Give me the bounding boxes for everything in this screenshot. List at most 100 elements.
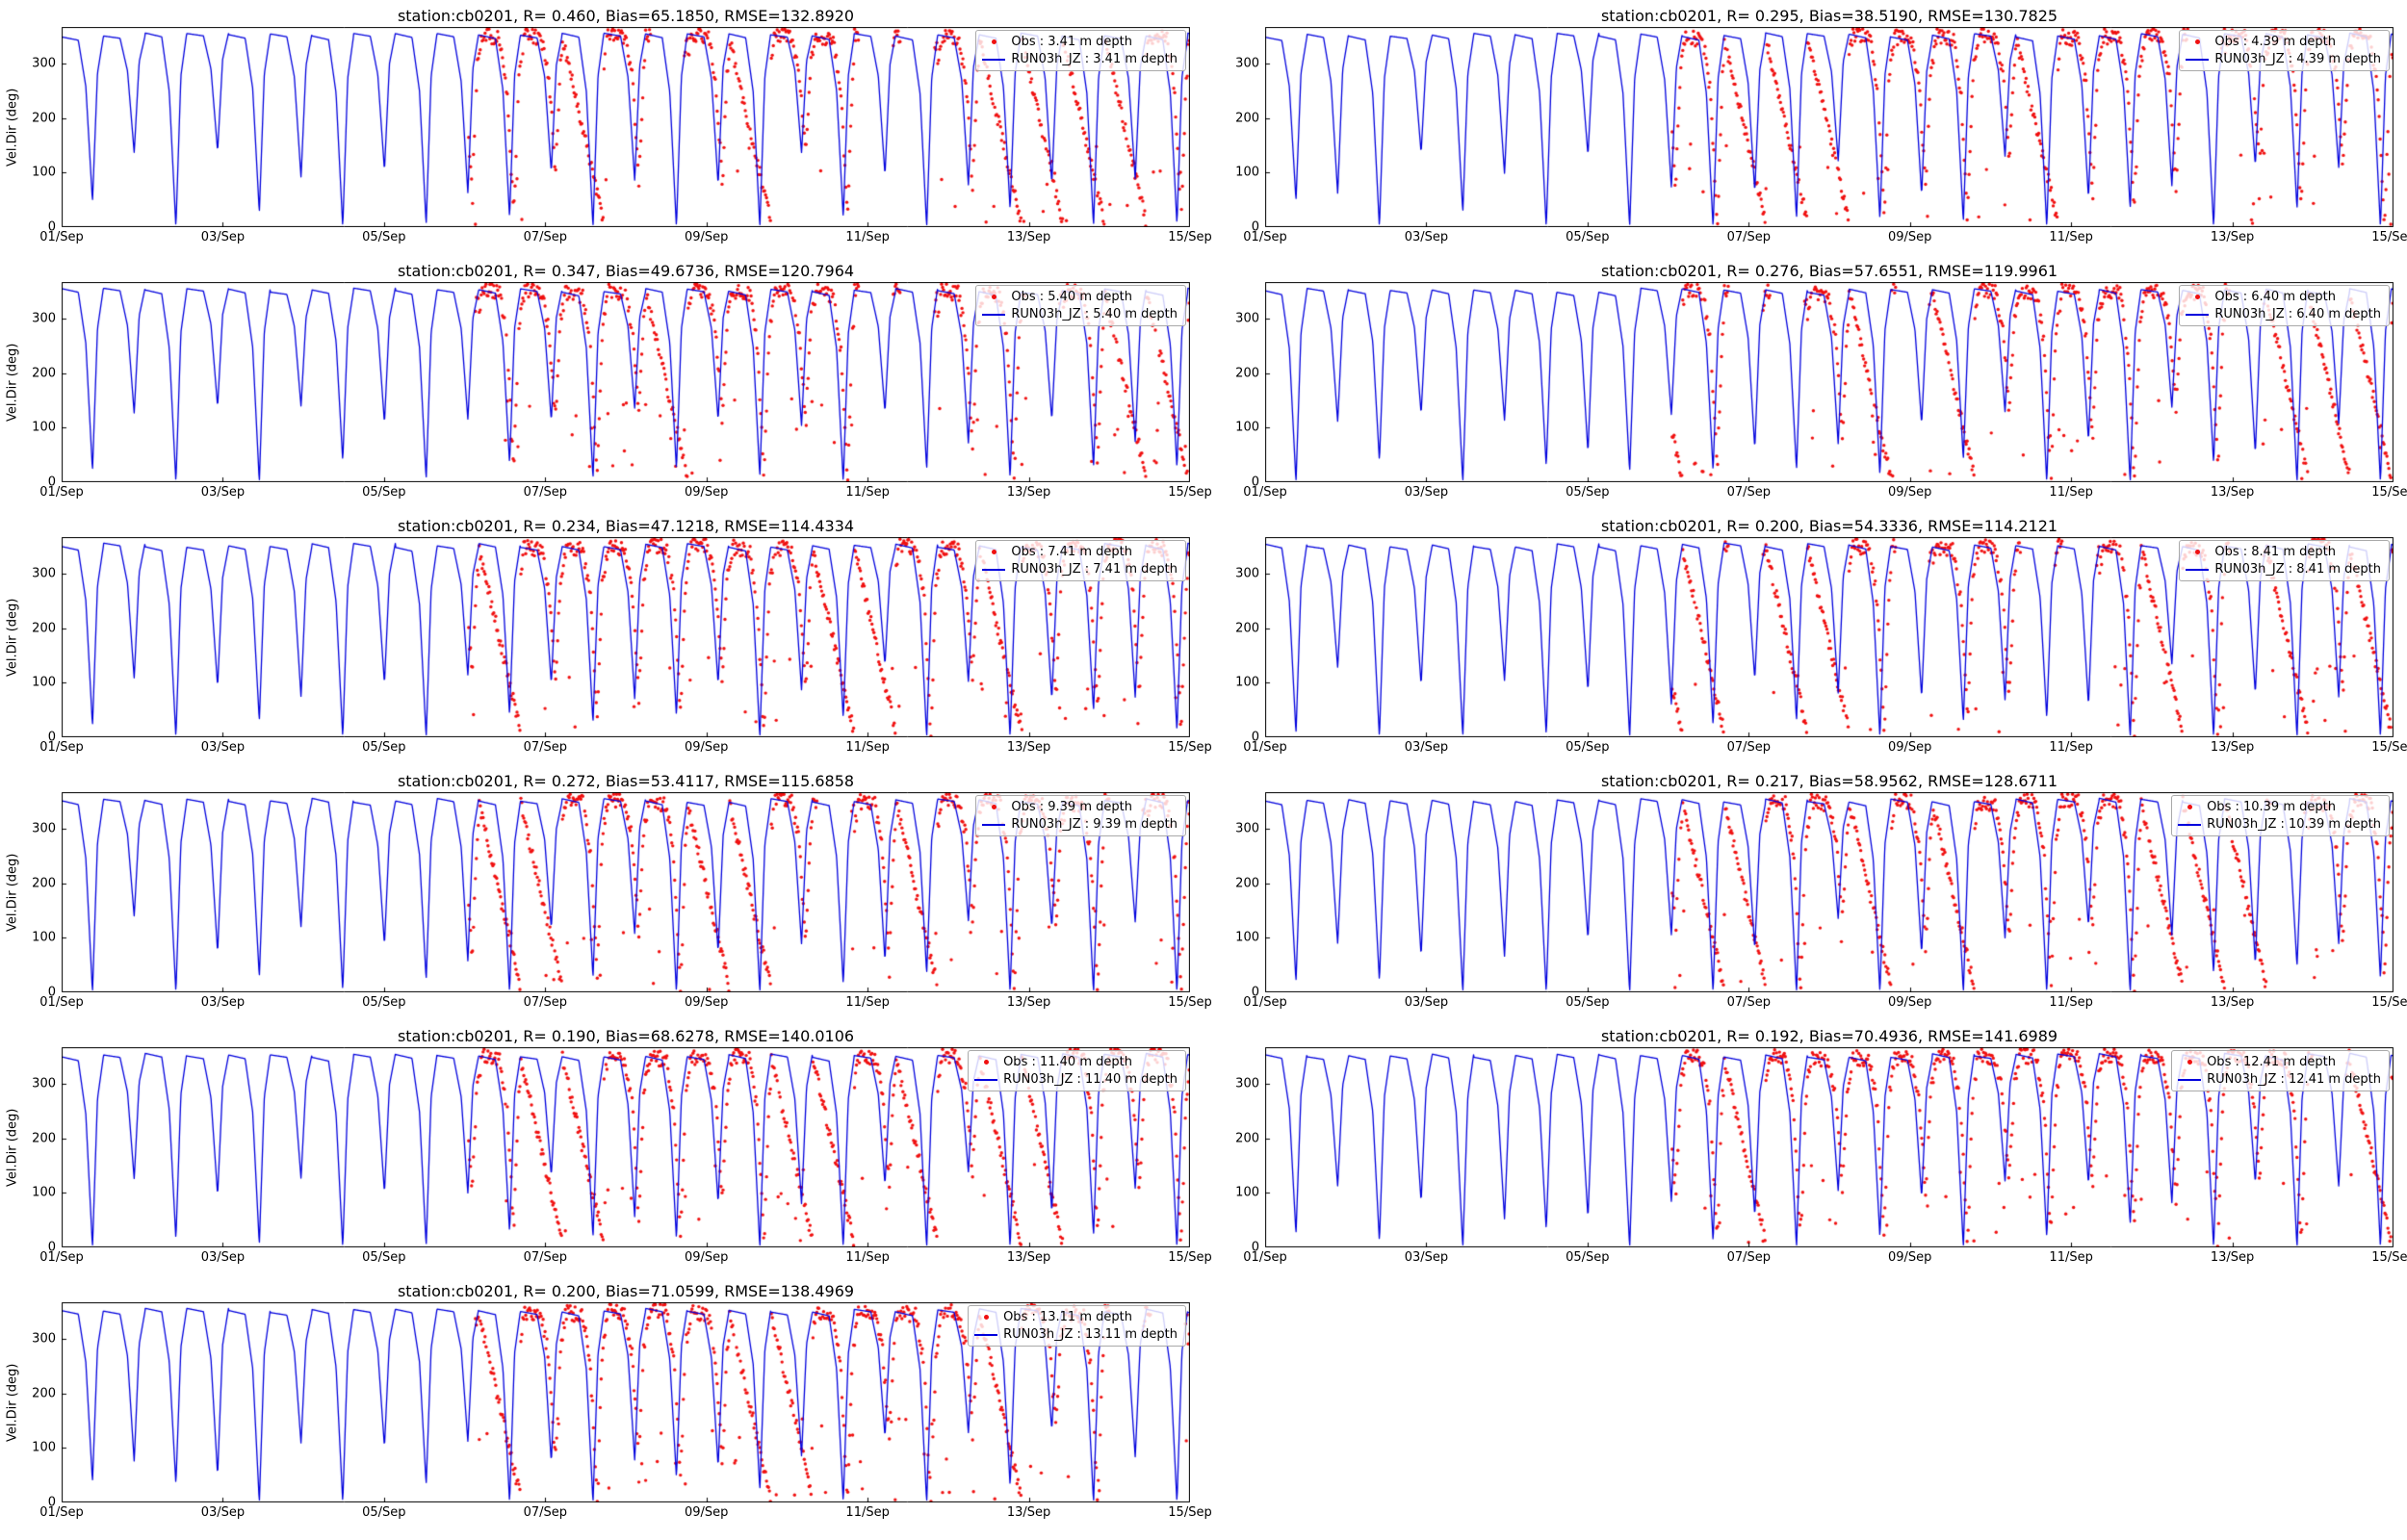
x-tick-label: 03/Sep [1404,995,1449,1010]
y-tick-label: 200 [32,876,56,891]
y-tick-label: 200 [1235,111,1259,126]
model-line-marker-icon [982,563,1005,577]
x-tick-label: 01/Sep [39,485,84,500]
legend-label-model: RUN03h_JZ : 11.40 m depth [1003,1072,1178,1087]
x-tick-label: 05/Sep [1566,995,1610,1010]
x-tick-label: 15/Sep [2371,995,2407,1010]
y-axis-label-wrap: Vel.Dir (deg) [4,282,21,482]
obs-dot-marker-icon [974,1056,997,1069]
legend-item-obs: Obs : 3.41 m depth [982,34,1178,50]
x-tick-label: 07/Sep [523,740,567,755]
model-line-marker-icon [982,53,1005,66]
model-line-marker-icon [982,818,1005,832]
x-tick-label: 11/Sep [2049,230,2093,244]
legend-item-model: RUN03h_JZ : 3.41 m depth [982,51,1178,67]
obs-dot-marker-icon [2186,36,2209,49]
y-axis-label: Vel.Dir (deg) [5,88,20,167]
y-tick-label: 100 [32,675,56,690]
subplot-title: station:cb0201, R= 0.190, Bias=68.6278, … [397,1027,855,1045]
y-tick-label: 100 [1235,420,1259,435]
x-tick-label: 15/Sep [1168,1250,1212,1265]
y-axis-label [1207,27,1225,227]
y-tick-label: 200 [1235,1131,1259,1146]
y-axis-label-wrap [1207,1047,1225,1247]
legend-item-model: RUN03h_JZ : 13.11 m depth [974,1326,1178,1343]
legend-item-obs: Obs : 7.41 m depth [982,544,1178,560]
x-tick-labels: 01/Sep 03/Sep 05/Sep 07/Sep 09/Sep 11/Sep 13/S… [1243,482,2407,501]
plot-row: Vel.Dir (deg) 0 100 200 300 Obs : 7.41 m de… [4,537,1212,755]
x-tick-label: 09/Sep [1887,230,1932,244]
legend-item-obs: Obs : 10.39 m depth [2178,799,2381,815]
x-tick-label: 15/Sep [1168,485,1212,500]
x-tick-label: 07/Sep [523,1250,567,1265]
x-tick-label: 07/Sep [1726,995,1771,1010]
x-tick-label: 07/Sep [1726,230,1771,244]
y-tick-label: 200 [32,1386,56,1401]
legend-item-obs: Obs : 9.39 m depth [982,799,1178,815]
x-tick-label: 13/Sep [1006,485,1051,500]
subplot: station:cb0201, R= 0.347, Bias=49.6736, … [4,261,1212,516]
plot-row: 0 100 200 300 Obs : 8.41 m depth RUN03h_JZ … [1207,537,2407,755]
y-axis-label [1207,1047,1225,1247]
x-tick-label: 15/Sep [2371,1250,2407,1265]
subplot: station:cb0201, R= 0.190, Bias=68.6278, … [4,1026,1212,1281]
plot-area: Obs : 5.40 m depth RUN03h_JZ : 5.40 m de… [39,282,1212,500]
x-tick-label: 01/Sep [39,995,84,1010]
x-tick-label: 01/Sep [1243,485,1287,500]
x-tick-label: 13/Sep [1006,740,1051,755]
model-line-marker-icon [2186,308,2209,321]
plot-area: Obs : 6.40 m depth RUN03h_JZ : 6.40 m de… [1243,282,2407,500]
x-tick-label: 11/Sep [2049,485,2093,500]
y-axis-label-wrap: Vel.Dir (deg) [4,537,21,737]
x-tick-label: 05/Sep [362,740,406,755]
y-tick-labels: 0 100 200 300 [1225,792,1265,1000]
x-tick-label: 05/Sep [1566,740,1610,755]
plot-row: 0 100 200 300 Obs : 10.39 m depth RUN03h_JZ… [1207,792,2407,1010]
model-line-marker-icon [2186,563,2209,577]
subplot: station:cb0201, R= 0.200, Bias=54.3336, … [1207,516,2407,771]
obs-dot-marker-icon [2178,1056,2201,1069]
x-tick-label: 01/Sep [1243,1250,1287,1265]
y-tick-label: 300 [32,1076,56,1091]
y-axis-label-wrap [1207,282,1225,482]
y-tick-label: 0 [47,1495,56,1510]
x-tick-label: 13/Sep [1006,1250,1051,1265]
x-tick-label: 15/Sep [1168,1505,1212,1520]
x-tick-label: 07/Sep [1726,485,1771,500]
x-tick-label: 15/Sep [1168,740,1212,755]
legend-item-model: RUN03h_JZ : 12.41 m depth [2178,1071,2381,1088]
x-tick-label: 09/Sep [1887,995,1932,1010]
plot-area: Obs : 3.41 m depth RUN03h_JZ : 3.41 m de… [39,27,1212,244]
legend-label-model: RUN03h_JZ : 10.39 m depth [2207,817,2381,832]
x-tick-label: 15/Sep [2371,740,2407,755]
y-tick-label: 100 [32,165,56,180]
y-tick-labels: 0 100 200 300 [21,1047,62,1255]
y-tick-label: 0 [47,1240,56,1255]
model-line-marker-icon [974,1073,997,1087]
subplot: station:cb0201, R= 0.192, Bias=70.4936, … [1207,1026,2407,1281]
x-tick-label: 09/Sep [1887,485,1932,500]
obs-dot-marker-icon [974,1311,997,1324]
y-tick-label: 100 [1235,1185,1259,1200]
y-tick-label: 300 [1235,1076,1259,1091]
y-axis-label: Vel.Dir (deg) [5,853,20,932]
x-tick-label: 15/Sep [2371,485,2407,500]
x-tick-labels: 01/Sep 03/Sep 05/Sep 07/Sep 09/Sep 11/Sep 13/S… [39,992,1211,1012]
model-line-marker-icon [2186,53,2209,66]
y-tick-label: 0 [47,475,56,490]
y-axis-label [1207,537,1225,737]
legend-item-model: RUN03h_JZ : 4.39 m depth [2186,51,2381,67]
y-tick-labels: 0 100 200 300 [21,1302,62,1510]
x-tick-label: 01/Sep [1243,230,1287,244]
y-tick-label: 100 [32,1185,56,1200]
x-tick-label: 01/Sep [39,230,84,244]
x-tick-label: 03/Sep [200,995,246,1010]
x-tick-label: 15/Sep [1168,230,1212,244]
y-tick-labels: 0 100 200 300 [21,27,62,235]
legend-label-obs: Obs : 13.11 m depth [1003,1310,1132,1324]
legend: Obs : 7.41 m depth RUN03h_JZ : 7.41 m de… [975,540,1186,581]
legend: Obs : 4.39 m depth RUN03h_JZ : 4.39 m de… [2179,30,2390,71]
legend-item-model: RUN03h_JZ : 11.40 m depth [974,1071,1178,1088]
legend-label-model: RUN03h_JZ : 4.39 m depth [2214,52,2381,66]
x-tick-label: 01/Sep [39,1250,84,1265]
